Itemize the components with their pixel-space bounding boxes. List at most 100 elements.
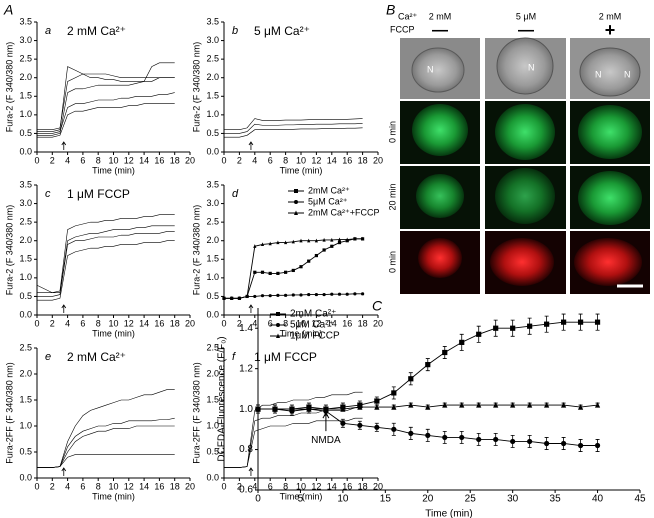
y-axis-label: Fura-2 (F 340/380 nm) (4, 42, 14, 133)
x-tick-label: 10 (108, 481, 118, 491)
marker (291, 239, 295, 244)
x-tick-label: 12 (311, 481, 321, 491)
marker (299, 293, 303, 297)
x-tick-label: 12 (124, 318, 134, 328)
x-tick-label: 4 (65, 155, 70, 165)
x-tick-label: 4 (252, 318, 257, 328)
marker (340, 420, 346, 426)
y-tick-label: 0.0 (206, 309, 219, 319)
x-tick-label: 4 (65, 318, 70, 328)
y-tick-label: 1.5 (206, 254, 219, 264)
marker (476, 401, 482, 408)
annotation-arrow (322, 412, 330, 432)
y-tick-label: 0.5 (19, 446, 32, 456)
x-tick-label: 0 (221, 318, 226, 328)
marker (276, 312, 280, 316)
marker (391, 403, 397, 410)
y-tick-label: 0.0 (19, 146, 32, 156)
x-axis-label: Time (min) (425, 509, 472, 518)
x-tick-label: 14 (327, 481, 337, 491)
y-tick-label: 1.0 (19, 109, 32, 119)
marker (291, 268, 295, 273)
marker (459, 401, 465, 408)
y-tick-label: 2.5 (19, 217, 32, 227)
x-tick-label: 18 (170, 481, 180, 491)
y-axis-label: Fura-2 (F 340/380 nm) (191, 205, 201, 296)
marker (323, 406, 329, 412)
x-tick-label: 15 (380, 494, 392, 505)
marker (442, 434, 448, 441)
x-tick-label: 6 (80, 481, 85, 491)
marker (268, 241, 272, 246)
micrograph-panel: Ca²⁺ 2 mM 5 μM 2 mM FCCP — — + N N N N (387, 11, 650, 294)
x-tick-label: 4 (252, 481, 257, 491)
panel-label: b (232, 25, 238, 37)
x-tick-label: 20 (185, 481, 195, 491)
y-tick-label: 0.5 (206, 446, 219, 456)
legend-label: 2mM Ca²⁺+FCCP (308, 207, 380, 217)
legend-label: 2mM Ca²⁺ (290, 309, 336, 320)
series-line (37, 214, 175, 294)
nucleus-label: N (528, 62, 535, 72)
fccp-label: FCCP (390, 24, 415, 34)
row-label: 20 min (387, 183, 397, 210)
marker (272, 406, 278, 412)
stimulus-arrow (61, 304, 67, 313)
marker (594, 442, 601, 449)
x-tick-label: 40 (592, 494, 604, 505)
marker (322, 248, 326, 252)
stimulus-arrow (248, 304, 254, 313)
stimulus-arrow (248, 467, 254, 476)
x-axis-label: Time (min) (92, 328, 135, 338)
series-line (224, 118, 363, 131)
marker (289, 406, 295, 412)
x-tick-label: 2 (237, 155, 242, 165)
y-tick-label: 3.5 (19, 179, 32, 189)
x-tick-label: 14 (139, 155, 149, 165)
x-tick-label: 16 (342, 318, 352, 328)
y-tick-label: 2.0 (19, 235, 32, 245)
marker (391, 426, 397, 432)
series-line (37, 62, 175, 132)
x-tick-label: 2 (50, 155, 55, 165)
marker (245, 294, 249, 299)
x-tick-label: 10 (296, 318, 306, 328)
marker (307, 292, 311, 297)
marker (374, 424, 380, 430)
marker (408, 401, 414, 408)
y-tick-label: 3.5 (19, 16, 32, 26)
marker (260, 270, 265, 274)
marker (307, 259, 311, 263)
marker (561, 319, 567, 325)
marker (577, 403, 584, 410)
row-label: 0 min (387, 121, 397, 143)
marker (476, 331, 482, 337)
panel-label: a (45, 25, 51, 37)
x-tick-label: 0 (34, 318, 39, 328)
series-line (224, 407, 363, 468)
marker (340, 406, 346, 412)
x-tick-label: 20 (422, 494, 434, 505)
nucleus-label: N (427, 64, 434, 74)
y-tick-label: 1.0 (19, 272, 32, 282)
y-tick-label: 1.0 (206, 109, 219, 119)
x-tick-label: 6 (268, 481, 273, 491)
series-line (224, 238, 363, 299)
marker (284, 293, 288, 297)
x-tick-label: 16 (154, 318, 164, 328)
cell-signal (495, 104, 555, 160)
y-tick-label: 1.2 (239, 363, 253, 374)
y-tick-label: 0.6 (239, 485, 253, 496)
x-tick-label: 0 (34, 481, 39, 491)
marker (577, 442, 584, 449)
y-axis-label: Fura-2 (F 340/380 nm) (4, 205, 14, 296)
chart: 0.0 0.5 1.0 1.5 2.0 2.5 3.0 3.5 0 2 4 6 8 10 12 14 16 18 2… (191, 16, 383, 175)
marker (330, 237, 334, 242)
x-tick-label: 12 (311, 155, 321, 165)
x-axis-label: Time (min) (92, 165, 135, 175)
marker (337, 240, 342, 245)
series-line (37, 417, 175, 468)
y-tick-label: 3.0 (19, 198, 32, 208)
x-tick-label: 10 (108, 155, 118, 165)
cell (496, 37, 554, 95)
